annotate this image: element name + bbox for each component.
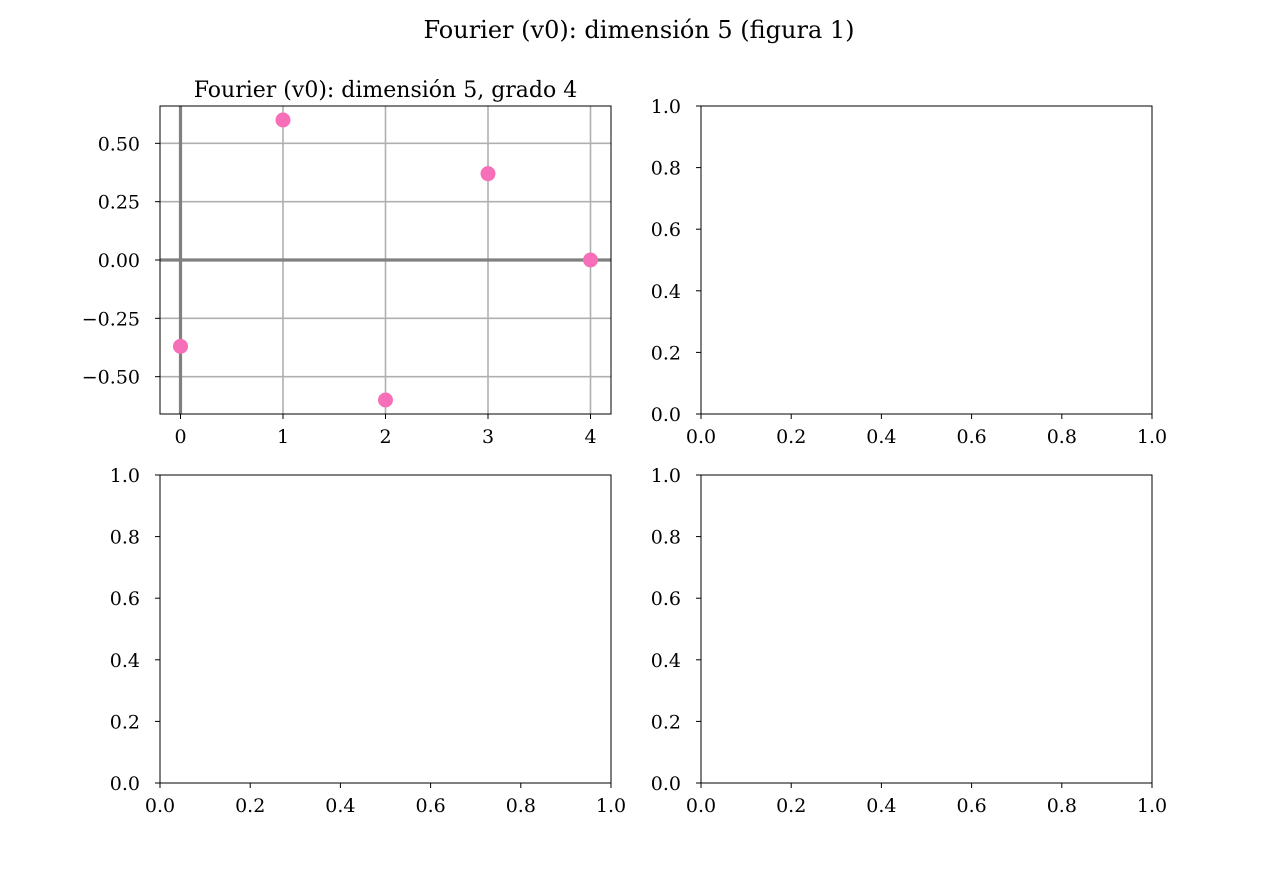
y-tick-label: −0.25 [82, 308, 140, 330]
data-point [173, 338, 188, 354]
subplot-2: 0.0 0.2 0.4 0.6 0.8 1.0 0.0 0.2 0.4 0.6 0.8 1.0 [651, 96, 1167, 448]
x-tick-label: 0 [174, 426, 186, 448]
data-point [583, 252, 598, 268]
subplot-3: 0.0 0.2 0.4 0.6 0.8 1.0 0.0 0.2 0.4 0.6 0.8 1.0 [110, 465, 626, 817]
data-point [378, 392, 393, 408]
axes-layer: 0 1 2 3 4 0.50 0.25 0.00 −0.25 −0.50 Fourier (v0):… [82, 78, 1167, 817]
x-tick-label: 1 [277, 426, 289, 448]
x-tick-label: 0.2 [776, 426, 806, 448]
y-tick-label: 0.25 [98, 192, 140, 214]
data-point [480, 166, 496, 182]
y-tick-label: 0.4 [651, 281, 681, 303]
x-tick-label: 0.6 [415, 795, 445, 817]
y-tick-label: 0.4 [110, 650, 140, 672]
x-tick-label: 0.0 [686, 795, 716, 817]
x-tick-label: 0.4 [866, 426, 896, 448]
y-tick-label: 0.8 [651, 527, 681, 549]
y-tick-label: 0.2 [651, 342, 681, 364]
x-tick-label: 2 [379, 426, 391, 448]
x-tick-label: 0.8 [1047, 795, 1077, 817]
x-tick-label: 0.8 [506, 795, 536, 817]
x-tick-label: 4 [584, 426, 596, 448]
x-tick-label: 1.0 [596, 795, 626, 817]
x-tick-label: 0.4 [325, 795, 355, 817]
x-tick-label: 3 [482, 426, 494, 448]
y-tick-label: 0.0 [651, 773, 681, 795]
x-tick-label: 0.6 [956, 795, 986, 817]
y-tick-label: 1.0 [651, 465, 681, 487]
y-tick-label: 0.6 [651, 219, 681, 241]
x-tick-label: 0.8 [1047, 426, 1077, 448]
y-tick-label: 0.00 [98, 250, 140, 272]
subplot-4: 0.0 0.2 0.4 0.6 0.8 1.0 0.0 0.2 0.4 0.6 0.8 1.0 [651, 465, 1167, 817]
x-tick-label: 0.0 [145, 795, 175, 817]
x-tick-label: 0.0 [686, 426, 716, 448]
subplot-1: 0 1 2 3 4 0.50 0.25 0.00 −0.25 −0.50 Fourier (v0):… [82, 78, 612, 448]
axes-frame [700, 105, 1153, 415]
data-point [275, 112, 291, 128]
y-tick-label: 0.0 [110, 773, 140, 795]
y-tick-label: 0.50 [98, 133, 140, 155]
y-tick-label: 1.0 [651, 96, 681, 118]
x-tick-label: 0.2 [776, 795, 806, 817]
x-tick-label: 1.0 [1137, 795, 1167, 817]
y-tick-label: 0.8 [110, 527, 140, 549]
y-tick-label: 0.0 [651, 404, 681, 426]
y-tick-label: 0.6 [110, 588, 140, 610]
y-tick-label: −0.50 [82, 367, 140, 389]
x-tick-label: 0.4 [866, 795, 896, 817]
axes-frame [700, 474, 1153, 784]
y-tick-label: 0.4 [651, 650, 681, 672]
x-tick-label: 0.6 [956, 426, 986, 448]
x-tick-label: 0.2 [235, 795, 265, 817]
y-tick-label: 1.0 [110, 465, 140, 487]
x-tick-label: 1.0 [1137, 426, 1167, 448]
axes-frame [159, 474, 612, 784]
figure-suptitle: Fourier (v0): dimensión 5 (figura 1) [423, 16, 854, 44]
y-tick-label: 0.2 [651, 711, 681, 733]
y-tick-label: 0.8 [651, 158, 681, 180]
y-tick-label: 0.2 [110, 711, 140, 733]
subplot-title: Fourier (v0): dimensión 5, grado 4 [194, 78, 577, 103]
y-tick-label: 0.6 [651, 588, 681, 610]
